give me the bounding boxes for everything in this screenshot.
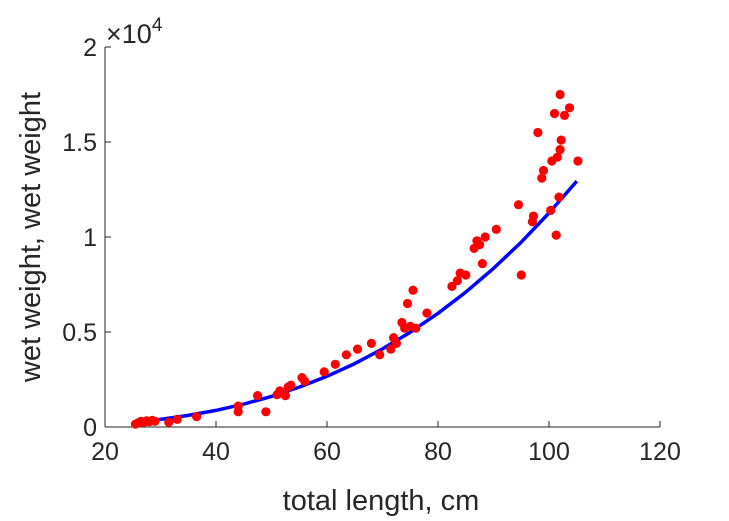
data-point (422, 308, 432, 318)
x-tick-label: 60 (313, 438, 341, 466)
y-tick-label: 1.5 (62, 129, 97, 157)
data-point (528, 211, 539, 221)
axis-labels-layer: total length, cm wet weight, wet weight … (15, 15, 479, 517)
data-point (375, 350, 385, 360)
data-point (280, 391, 290, 401)
data-point (480, 232, 490, 242)
y-exponent-base: ×10 (106, 19, 152, 49)
fit-curve (135, 179, 579, 424)
data-point (554, 192, 564, 202)
y-tick-label: 2 (83, 34, 97, 62)
data-point (555, 145, 565, 155)
data-point (300, 376, 310, 386)
y-tick-label: 0 (83, 414, 97, 442)
data-point (253, 391, 263, 401)
y-exponent-power: 4 (152, 15, 163, 36)
data-point (192, 412, 202, 422)
data-point (452, 276, 462, 286)
data-point (549, 108, 560, 119)
data-point (233, 401, 243, 411)
x-tick-label: 40 (202, 438, 230, 466)
data-point (533, 127, 543, 138)
data-point (411, 323, 421, 333)
data-point (555, 89, 565, 100)
data-point (537, 173, 547, 183)
data-point (172, 414, 182, 424)
data-point (330, 359, 340, 369)
data-point (352, 344, 363, 354)
y-tick-label: 1 (83, 224, 97, 252)
data-point (447, 281, 457, 291)
data-point (366, 338, 376, 348)
data-point (408, 285, 418, 295)
fit-curve-layer (135, 179, 579, 424)
y-tick-label: 0.5 (62, 319, 97, 347)
data-point (386, 344, 396, 354)
data-point (516, 270, 526, 280)
data-point (402, 298, 413, 309)
data-point (261, 407, 271, 417)
data-point (475, 240, 485, 250)
data-point (552, 152, 562, 162)
data-point (538, 165, 549, 176)
x-axis-label: total length, cm (283, 485, 480, 517)
data-point (164, 417, 174, 427)
data-point (546, 205, 556, 215)
data-point (564, 103, 575, 113)
data-point (556, 135, 566, 145)
data-point (491, 224, 501, 234)
data-point (477, 259, 487, 269)
data-point (551, 230, 561, 240)
data-point (391, 338, 401, 348)
data-point (286, 380, 296, 390)
data-point (573, 156, 583, 166)
x-tick-label: 120 (639, 438, 681, 466)
data-point (150, 416, 160, 426)
scatter-points-layer (130, 89, 583, 429)
x-tick-label: 100 (528, 438, 570, 466)
axes: 20 40 60 80 100 120 0 0.5 1 1.5 2 (62, 34, 681, 466)
x-tick-label: 80 (424, 438, 452, 466)
data-point (559, 110, 570, 120)
data-point (341, 350, 351, 360)
x-tick-label: 20 (91, 438, 119, 466)
data-point (461, 270, 471, 280)
data-point (513, 200, 524, 210)
data-point (319, 367, 329, 377)
y-exponent-label: ×104 (106, 15, 163, 49)
y-axis-label: wet weight, wet weight (15, 92, 47, 383)
